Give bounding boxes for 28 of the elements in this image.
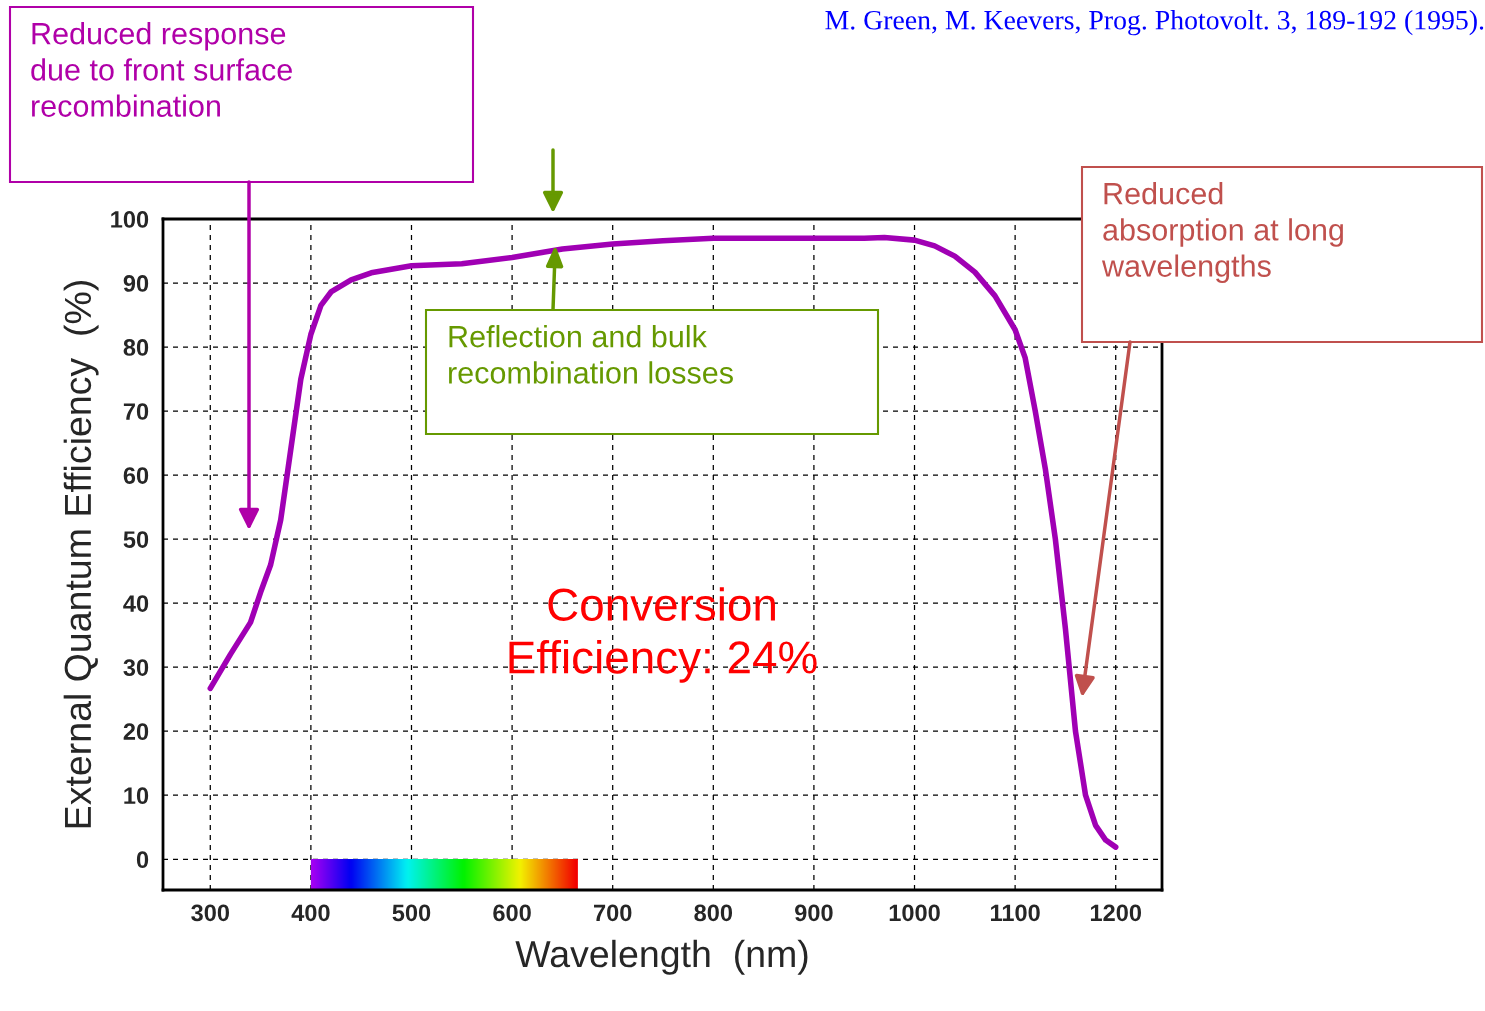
y-tick-label: 100 (111, 211, 149, 228)
text: Reduced response due to front surface recombination (31, 22, 292, 117)
y-tick-label: 90 (123, 275, 149, 292)
text: M. Green, M. Keevers, Prog. Photovolt. 3, 189-192 (1995). (825, 10, 1484, 36)
x-tick-label: 600 (493, 904, 531, 922)
y-tick-label: 50 (123, 531, 149, 548)
x-tick-label: 900 (795, 904, 833, 922)
y-tick-label: 20 (123, 723, 149, 740)
y-tick-label: 0 (136, 851, 149, 869)
x-axis-title: Wavelength (nm) (515, 939, 808, 975)
x-tick-label: 500 (392, 904, 431, 922)
y-tick-label: 80 (123, 339, 149, 356)
y-tick-label: 40 (123, 595, 149, 612)
annotation: Reduced absorption at long wavelengths (1101, 182, 1343, 283)
x-tick-label: 800 (694, 904, 733, 922)
x-tick-label: 1000 (889, 904, 940, 922)
y-tick-label: 60 (123, 467, 149, 484)
annotation: Reflection and bulk recombination losses (449, 325, 733, 384)
x-tick-label: 400 (291, 904, 330, 922)
x-tick-label: 1100 (990, 904, 1040, 922)
y-axis-title: External Quantum Efficiency (%) (63, 281, 99, 828)
y-tick-label: 30 (123, 659, 149, 677)
x-tick-label: 1200 (1090, 904, 1142, 922)
x-tick-label: 700 (594, 904, 632, 922)
annotation: Conversion Efficiency: 24% (509, 587, 817, 683)
x-tick-label: 300 (191, 904, 230, 922)
y-tick-label: 70 (123, 403, 149, 420)
y-tick-label: 10 (124, 787, 149, 805)
